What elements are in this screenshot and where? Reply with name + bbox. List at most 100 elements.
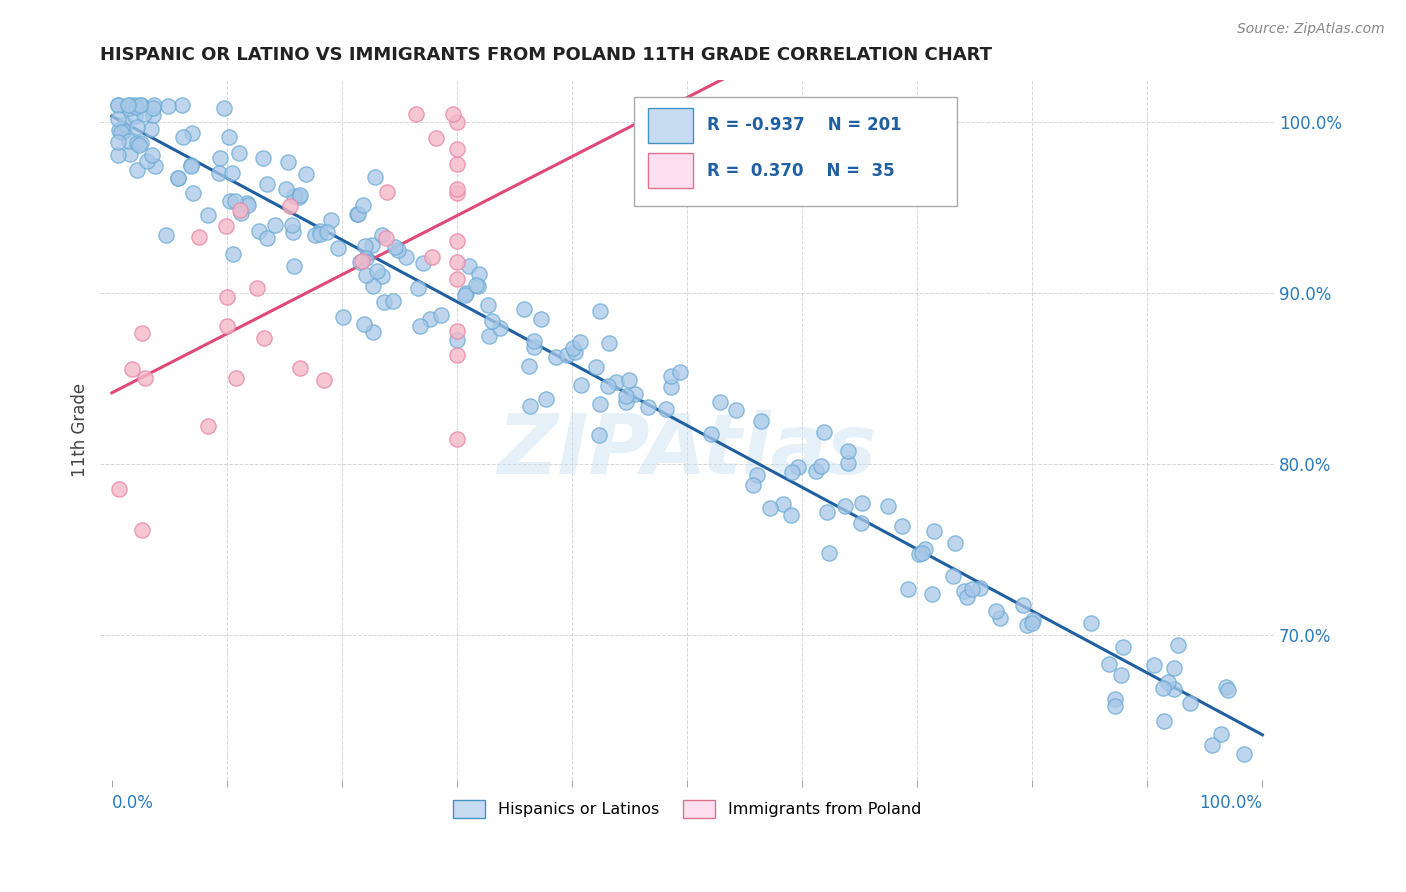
- Point: [247, 224, 270, 238]
- Point: [1143, 657, 1166, 672]
- Text: R = -0.937    N = 201: R = -0.937 N = 201: [707, 116, 901, 134]
- Point: [352, 254, 374, 268]
- Point: [446, 432, 468, 446]
- Point: [477, 298, 499, 312]
- Point: [1012, 598, 1035, 612]
- Point: [218, 129, 240, 144]
- Point: [969, 581, 991, 595]
- Point: [546, 350, 568, 364]
- Point: [709, 395, 731, 409]
- Point: [114, 117, 136, 131]
- Point: [283, 259, 305, 273]
- Point: [406, 281, 429, 295]
- Point: [661, 380, 683, 394]
- Point: [655, 402, 678, 417]
- Point: [897, 582, 920, 596]
- Point: [851, 516, 873, 530]
- Text: Source: ZipAtlas.com: Source: ZipAtlas.com: [1237, 22, 1385, 37]
- Point: [914, 541, 936, 556]
- Point: [589, 304, 612, 318]
- Point: [530, 311, 553, 326]
- Point: [699, 426, 721, 441]
- Point: [953, 584, 976, 599]
- Point: [290, 360, 312, 375]
- Point: [1021, 615, 1043, 630]
- Point: [891, 518, 914, 533]
- Point: [659, 369, 682, 384]
- Point: [155, 227, 177, 242]
- Point: [945, 536, 967, 550]
- Point: [139, 121, 162, 136]
- Point: [256, 177, 278, 191]
- Point: [294, 167, 316, 181]
- Point: [837, 456, 859, 470]
- Point: [197, 208, 219, 222]
- Text: R =  0.370    N =  35: R = 0.370 N = 35: [707, 161, 894, 179]
- Point: [229, 203, 252, 218]
- Point: [519, 399, 541, 413]
- Point: [446, 186, 468, 201]
- Point: [1180, 696, 1202, 710]
- Point: [605, 376, 627, 390]
- Point: [1233, 747, 1256, 761]
- Point: [309, 227, 332, 242]
- Point: [489, 320, 512, 334]
- Point: [598, 378, 620, 392]
- Point: [314, 373, 336, 387]
- Point: [834, 500, 856, 514]
- Point: [381, 294, 404, 309]
- Point: [536, 392, 558, 406]
- Point: [409, 318, 432, 333]
- Point: [446, 324, 468, 338]
- Point: [780, 508, 803, 523]
- Point: [349, 255, 371, 269]
- Y-axis label: 11th Grade: 11th Grade: [72, 383, 89, 477]
- Point: [124, 98, 146, 112]
- Point: [517, 359, 540, 374]
- Point: [166, 171, 188, 186]
- Point: [457, 259, 479, 273]
- Point: [456, 285, 478, 300]
- Point: [1015, 617, 1038, 632]
- Text: ZIPAtlas: ZIPAtlas: [498, 410, 877, 491]
- Point: [222, 247, 245, 261]
- Point: [128, 138, 150, 153]
- Point: [236, 198, 259, 212]
- Point: [125, 136, 148, 151]
- Point: [876, 499, 898, 513]
- Point: [370, 268, 392, 283]
- Point: [366, 263, 388, 277]
- Point: [911, 546, 934, 560]
- Point: [446, 255, 468, 269]
- Point: [125, 120, 148, 134]
- Point: [589, 397, 612, 411]
- Point: [614, 395, 637, 409]
- Point: [118, 98, 141, 112]
- Point: [121, 361, 143, 376]
- Point: [281, 218, 304, 232]
- Point: [1215, 680, 1237, 694]
- Point: [446, 114, 468, 128]
- Point: [384, 240, 406, 254]
- Point: [246, 280, 269, 294]
- Point: [319, 213, 342, 227]
- Point: [125, 162, 148, 177]
- Point: [405, 107, 427, 121]
- Point: [135, 154, 157, 169]
- Point: [446, 182, 468, 196]
- Point: [1211, 727, 1233, 741]
- Point: [108, 123, 131, 137]
- Point: [810, 459, 832, 474]
- Point: [166, 170, 188, 185]
- Point: [107, 98, 129, 112]
- Point: [956, 591, 979, 605]
- Point: [332, 310, 354, 325]
- Point: [290, 188, 312, 202]
- Point: [354, 251, 377, 265]
- Point: [304, 227, 326, 242]
- Point: [815, 505, 838, 519]
- Point: [747, 467, 769, 482]
- Point: [353, 317, 375, 331]
- Point: [588, 427, 610, 442]
- Point: [354, 268, 377, 282]
